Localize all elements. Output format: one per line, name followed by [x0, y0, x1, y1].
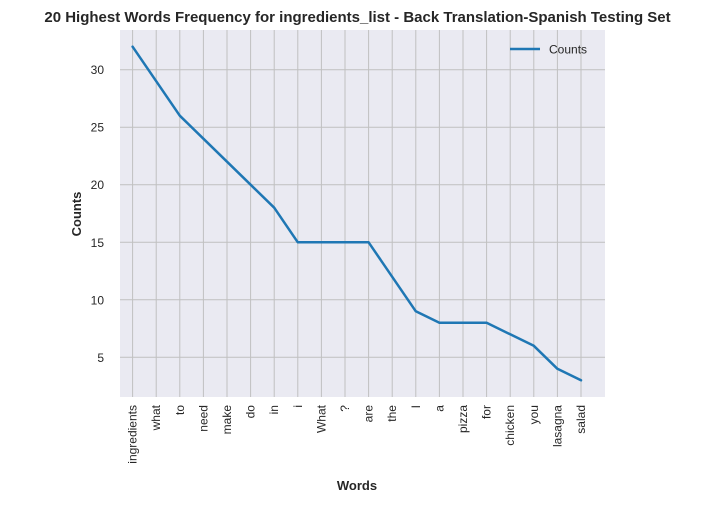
legend: Counts [510, 43, 587, 57]
x-tick-label: for [480, 405, 494, 419]
y-tick-label: 25 [91, 121, 105, 135]
y-tick-label: 5 [97, 351, 104, 365]
x-tick-label: chicken [503, 405, 517, 446]
x-axis-ticks: ingredients what to need make do in i What? are th… [126, 404, 588, 463]
y-axis-label: Counts [69, 192, 84, 237]
x-tick-label: in [267, 405, 281, 414]
y-axis-ticks: 5 10 15 20 25 30 [91, 63, 105, 365]
x-tick-label: need [196, 405, 210, 432]
x-tick-label: what [149, 404, 163, 431]
x-tick-label: What [314, 404, 328, 433]
x-tick-label: the [385, 405, 399, 422]
chart-title: 20 Highest Words Frequency for ingredien… [44, 9, 670, 26]
y-tick-label: 15 [91, 236, 105, 250]
series-line-counts [131, 45, 583, 382]
plot-area [120, 30, 605, 397]
x-axis-label: Words [337, 478, 377, 493]
gridlines [120, 30, 605, 397]
y-tick-label: 30 [91, 63, 105, 77]
y-tick-label: 10 [91, 293, 105, 307]
x-tick-label: i [291, 405, 305, 408]
x-tick-label: salad [574, 405, 588, 434]
x-tick-label: ? [338, 405, 352, 412]
x-tick-label: I [409, 405, 423, 408]
x-tick-label: lasagna [550, 405, 564, 447]
x-tick-label: to [173, 405, 187, 415]
x-tick-label: you [527, 405, 541, 424]
series-layer [131, 45, 583, 382]
x-tick-label: a [432, 405, 446, 412]
x-tick-label: are [362, 405, 376, 423]
legend-label-counts: Counts [549, 43, 587, 57]
x-tick-label: ingredients [126, 405, 140, 464]
x-tick-label: do [244, 405, 258, 419]
x-tick-label: make [220, 405, 234, 435]
y-tick-label: 20 [91, 178, 105, 192]
x-tick-label: pizza [456, 405, 470, 433]
